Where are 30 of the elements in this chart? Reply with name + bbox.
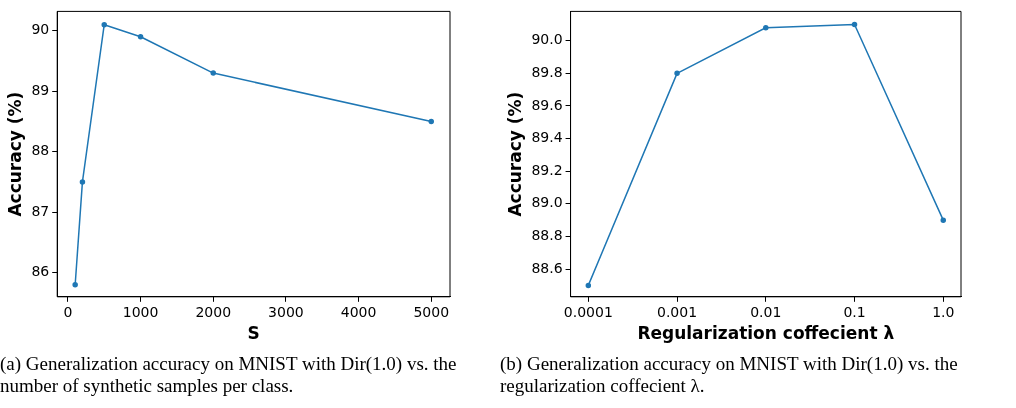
x-tick-label: 1000 xyxy=(122,303,159,320)
y-tick-label: 89.6 xyxy=(531,96,563,113)
y-tick-label: 89.0 xyxy=(531,194,563,211)
x-tick-label: 0.1 xyxy=(843,303,866,320)
x-tick-label: 5000 xyxy=(413,303,450,320)
y-tick-label: 90 xyxy=(31,21,50,38)
x-axis-title: S xyxy=(247,323,260,344)
x-tick-label: 0 xyxy=(63,303,73,320)
y-tick-label: 90.0 xyxy=(531,31,563,48)
y-tick-label: 88.6 xyxy=(531,259,563,276)
x-axis-title: Regularization coffecient λ xyxy=(637,323,895,344)
x-tick-label: 2000 xyxy=(195,303,232,320)
y-tick-label: 87 xyxy=(31,202,50,219)
y-tick-label: 88.8 xyxy=(531,227,563,244)
x-tick-label: 0.01 xyxy=(750,303,782,320)
y-tick-label: 89 xyxy=(31,81,50,98)
y-axis-title: Accuracy (%) xyxy=(4,91,25,217)
y-tick-label: 89.8 xyxy=(531,64,563,81)
y-tick-label: 86 xyxy=(31,263,50,280)
text: (a) Generalization accuracy on MNIST with Dir(1.0) vs. the number of synthetic samples per class. xyxy=(0,353,458,397)
x-tick-label: 0.001 xyxy=(657,303,698,320)
y-axis-title: Accuracy (%) xyxy=(504,91,525,217)
y-tick-label: 89.4 xyxy=(531,129,563,146)
text: (b) Generalization accuracy on MNIST with Dir(1.0) vs. the regularization coffecient λ. xyxy=(500,353,959,397)
x-tick-label: 1.0 xyxy=(932,303,955,320)
x-tick-label: 4000 xyxy=(340,303,377,320)
y-tick-label: 89.2 xyxy=(531,161,563,178)
x-tick-label: 3000 xyxy=(268,303,304,320)
y-tick-label: 88 xyxy=(31,142,50,159)
x-tick-label: 0.0001 xyxy=(563,303,613,320)
